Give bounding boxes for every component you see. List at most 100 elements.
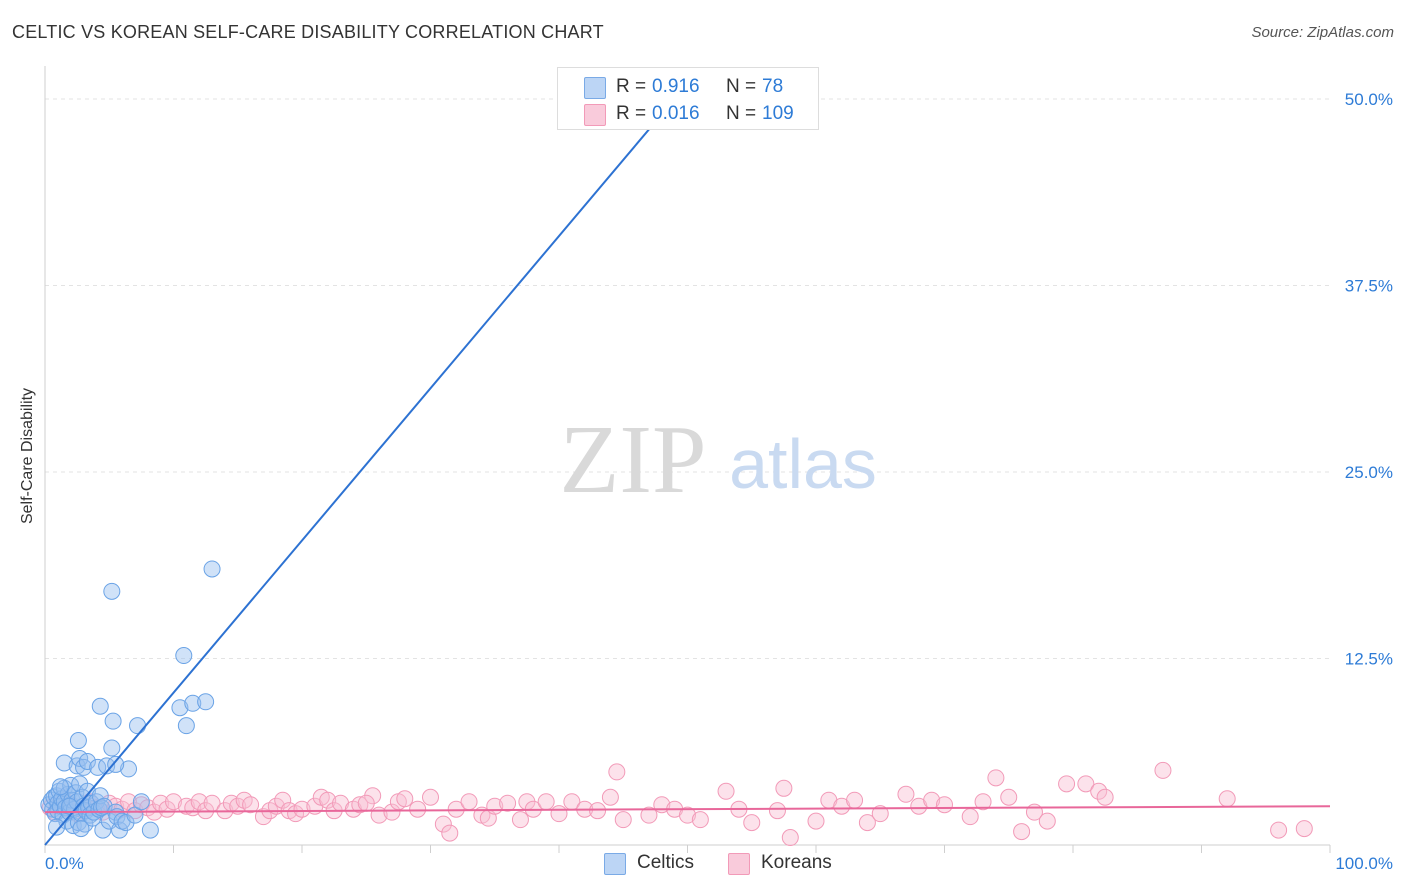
celtics-point — [48, 818, 66, 836]
legend-r-value: 0.016 — [652, 103, 700, 124]
koreans-point — [897, 785, 915, 803]
koreans-point — [961, 808, 979, 826]
celtics-point — [175, 647, 193, 665]
koreans-point — [357, 794, 375, 812]
legend-n-value: 109 — [762, 103, 794, 124]
koreans-point — [987, 769, 1005, 787]
x-tick-label: 0.0% — [45, 854, 84, 873]
koreans-point — [550, 805, 568, 823]
celtics-point — [51, 778, 69, 796]
celtics-point — [141, 821, 159, 839]
koreans-point — [717, 782, 735, 800]
koreans-point — [351, 796, 369, 814]
legend-n-label: N = — [726, 76, 757, 97]
tick-labels: 12.5% 25.0% 37.5% 50.0% 0.0% 100.0% — [45, 90, 1393, 873]
koreans-point — [1096, 788, 1114, 806]
koreans-point — [743, 814, 761, 832]
celtics-point — [203, 560, 221, 578]
koreans-point — [1013, 823, 1031, 841]
koreans-point — [1077, 775, 1095, 793]
koreans-point — [274, 791, 292, 809]
celtics-point — [103, 739, 121, 757]
celtics-trend-line — [44, 98, 676, 846]
celtics-point — [177, 717, 195, 735]
koreans-point — [871, 805, 889, 823]
koreans-point — [1090, 782, 1108, 800]
koreans-point — [1270, 821, 1288, 839]
koreans-point — [1154, 761, 1172, 779]
koreans-point — [691, 811, 709, 829]
watermark: ZIP atlas — [560, 406, 877, 514]
koreans-point — [1295, 820, 1313, 838]
celtics-point — [132, 793, 150, 811]
koreans-point — [601, 788, 619, 806]
koreans-point — [640, 806, 658, 824]
celtics-point — [98, 757, 116, 775]
koreans-point — [1218, 790, 1236, 808]
series-celtics — [40, 560, 221, 839]
y-tick-label: 25.0% — [1345, 463, 1393, 482]
legend-label-celtics: Celtics — [637, 852, 695, 873]
y-tick-label: 50.0% — [1345, 90, 1393, 109]
koreans-point — [1000, 788, 1018, 806]
koreans-point — [775, 779, 793, 797]
y-tick-label: 37.5% — [1345, 277, 1393, 296]
legend-r-label: R = — [616, 76, 647, 97]
koreans-point — [846, 791, 864, 809]
celtics-point — [55, 754, 73, 772]
koreans-point — [460, 793, 478, 811]
koreans-point — [608, 763, 626, 781]
legend-label-koreans: Koreans — [761, 852, 832, 873]
koreans-point — [190, 793, 208, 811]
legend-r-label: R = — [616, 103, 647, 124]
koreans-point — [499, 794, 517, 812]
koreans-point — [511, 811, 529, 829]
celtics-point — [90, 800, 108, 818]
koreans-point — [422, 788, 439, 806]
watermark-atlas: atlas — [729, 425, 877, 503]
y-axis-label: Self-Care Disability — [19, 387, 36, 525]
koreans-point — [293, 800, 311, 818]
celtics-point — [69, 732, 87, 750]
koreans-point — [229, 797, 247, 815]
legend-r-value: 0.916 — [652, 76, 700, 97]
celtics-point — [184, 694, 202, 712]
koreans-point — [537, 793, 555, 811]
koreans-point — [807, 812, 825, 830]
axes — [44, 66, 1331, 853]
source-label: Source: ZipAtlas.com — [1251, 24, 1394, 41]
celtics-point — [94, 821, 112, 839]
koreans-point — [679, 806, 696, 824]
koreans-point — [242, 796, 260, 814]
koreans-point — [319, 791, 337, 809]
celtics-point — [171, 699, 189, 717]
celtics-point — [107, 755, 125, 773]
chart-title: CELTIC VS KOREAN SELF-CARE DISABILITY CO… — [12, 22, 604, 42]
celtics-swatch — [604, 853, 626, 875]
koreans-point — [447, 800, 465, 818]
celtics-point — [89, 758, 107, 776]
koreans-point — [614, 811, 632, 829]
koreans-point — [165, 793, 182, 811]
celtics-point — [78, 752, 96, 770]
koreans-point — [254, 808, 272, 826]
koreans-point — [441, 824, 459, 842]
koreans-point — [409, 800, 427, 818]
y-tick-label: 12.5% — [1345, 650, 1393, 669]
koreans-point — [781, 829, 799, 847]
koreans-point — [126, 802, 144, 820]
koreans-point — [589, 802, 607, 820]
celtics-point — [103, 582, 121, 600]
koreans-swatch — [728, 853, 750, 875]
koreans-point — [177, 797, 195, 815]
legend-n-value: 78 — [762, 76, 784, 97]
celtics-point — [91, 697, 109, 715]
koreans-point — [1038, 812, 1056, 830]
koreans-trend-line — [44, 805, 1331, 814]
legend-n-label: N = — [726, 103, 757, 124]
celtics-point — [104, 712, 122, 730]
koreans-point — [936, 796, 953, 814]
correlation-legend: R = 0.916 N = 78 R = 0.016 N = 109 — [557, 67, 819, 130]
celtics-point — [129, 717, 147, 735]
